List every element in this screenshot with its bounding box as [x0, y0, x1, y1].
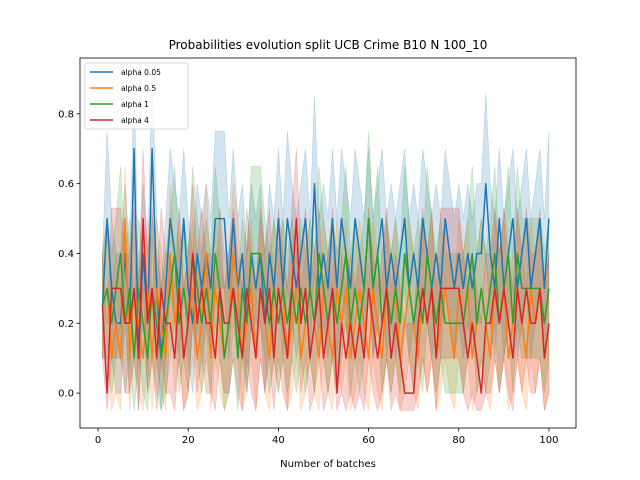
legend: alpha 0.05 alpha 0.5 alpha 1 alpha 4	[84, 62, 189, 130]
y-axis-ticks: 0.0 0.2 0.4 0.6 0.8	[58, 109, 80, 400]
plot-area	[101, 71, 550, 412]
legend-label-2: alpha 1	[121, 100, 149, 109]
y-tick-label: 0.2	[58, 319, 74, 330]
line-series-3	[101, 217, 550, 394]
x-tick-label: 80	[452, 435, 465, 446]
x-axis-ticks: 0 20 40 60 80 100	[95, 428, 558, 446]
series-lines	[101, 148, 550, 394]
y-tick-label: 0.4	[58, 249, 74, 260]
legend-label-3: alpha 4	[121, 116, 149, 125]
legend-box	[84, 62, 189, 130]
legend-label-1: alpha 0.5	[121, 84, 156, 93]
chart-title: Probabilities evolution split UCB Crime …	[169, 38, 488, 52]
line-series-2	[101, 217, 550, 359]
plot-frame	[79, 57, 577, 429]
x-tick-label: 100	[539, 435, 558, 446]
legend-items: alpha 0.05 alpha 0.5 alpha 1 alpha 4	[90, 68, 161, 125]
y-tick-label: 0.0	[58, 389, 74, 400]
x-tick-label: 0	[95, 435, 101, 446]
y-tick-label: 0.6	[58, 179, 74, 190]
y-tick-label: 0.8	[58, 109, 74, 120]
x-axis-title: Number of batches	[280, 459, 376, 470]
line-series-0	[101, 148, 550, 359]
x-tick-label: 60	[362, 435, 375, 446]
legend-label-0: alpha 0.05	[121, 68, 161, 77]
x-tick-label: 40	[272, 435, 285, 446]
x-tick-label: 20	[182, 435, 195, 446]
